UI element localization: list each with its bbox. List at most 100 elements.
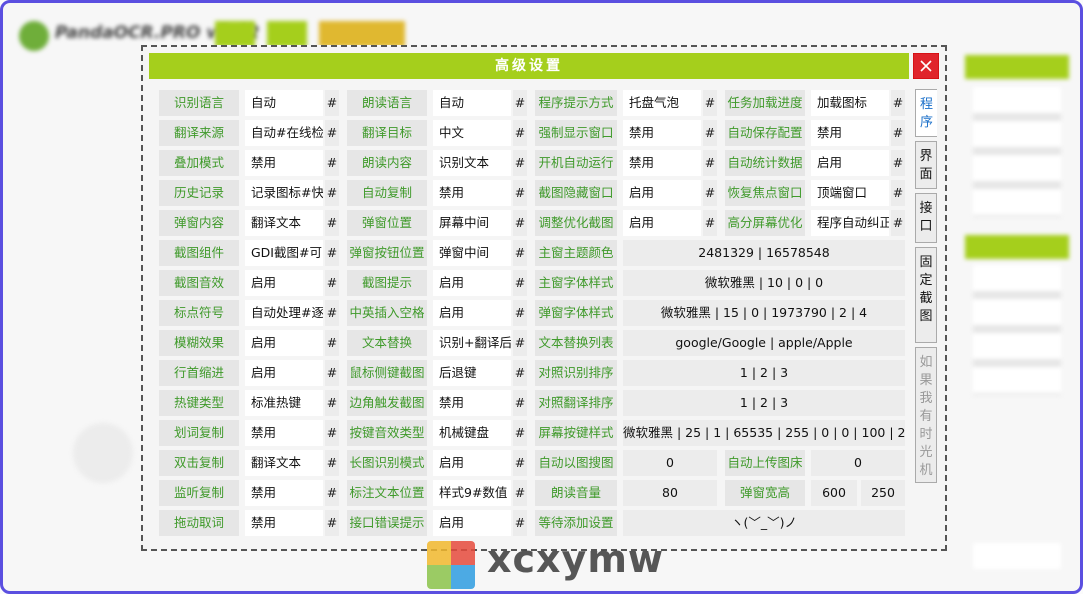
setting-edit[interactable]: #: [325, 300, 339, 326]
setting-edit[interactable]: #: [325, 180, 339, 206]
setting-value[interactable]: 禁用: [433, 180, 511, 206]
setting-edit[interactable]: #: [703, 120, 717, 146]
setting-edit[interactable]: #: [513, 210, 527, 236]
setting-value[interactable]: 80: [623, 480, 717, 506]
setting-value[interactable]: 程序自动纠正: [811, 210, 889, 236]
setting-value[interactable]: 禁用: [433, 390, 511, 416]
setting-value[interactable]: 加载图标: [811, 90, 889, 116]
setting-edit[interactable]: #: [513, 180, 527, 206]
setting-value[interactable]: 识别文本: [433, 150, 511, 176]
setting-value[interactable]: 禁用: [245, 420, 323, 446]
setting-value[interactable]: 中文: [433, 120, 511, 146]
setting-value[interactable]: 顶端窗口: [811, 180, 889, 206]
setting-edit[interactable]: #: [325, 120, 339, 146]
setting-edit[interactable]: #: [513, 150, 527, 176]
setting-edit[interactable]: #: [513, 360, 527, 386]
settings-tab[interactable]: 接口: [915, 193, 937, 243]
settings-tab[interactable]: 固定截图: [915, 247, 937, 343]
setting-value[interactable]: 启用: [245, 270, 323, 296]
setting-value[interactable]: 启用: [433, 510, 511, 536]
setting-value[interactable]: 0: [811, 450, 905, 476]
setting-value[interactable]: google/Google | apple/Apple: [623, 330, 905, 356]
setting-value[interactable]: 翻译文本: [245, 210, 323, 236]
setting-value[interactable]: 启用: [433, 450, 511, 476]
setting-value[interactable]: 翻译文本: [245, 450, 323, 476]
setting-value[interactable]: 禁用: [623, 120, 701, 146]
close-button[interactable]: [913, 53, 939, 79]
setting-edit[interactable]: #: [325, 390, 339, 416]
setting-value[interactable]: 自动处理#逐: [245, 300, 323, 326]
setting-value[interactable]: 禁用: [245, 150, 323, 176]
setting-edit[interactable]: #: [513, 420, 527, 446]
setting-edit[interactable]: #: [513, 90, 527, 116]
setting-value[interactable]: 启用: [623, 180, 701, 206]
settings-tab[interactable]: 如果我有时光机: [915, 347, 937, 483]
setting-edit[interactable]: #: [703, 150, 717, 176]
setting-value[interactable]: 2481329 | 16578548: [623, 240, 905, 266]
setting-edit[interactable]: #: [513, 510, 527, 536]
setting-value[interactable]: 识别+翻译后: [433, 330, 511, 356]
setting-value[interactable]: ヽ(﹀_﹀)ノ: [623, 510, 905, 536]
setting-value[interactable]: 托盘气泡: [623, 90, 701, 116]
setting-value[interactable]: 样式9#数值: [433, 480, 511, 506]
setting-value[interactable]: 启用: [245, 330, 323, 356]
setting-value[interactable]: 启用: [245, 360, 323, 386]
setting-value[interactable]: 微软雅黑 | 25 | 1 | 65535 | 255 | 0 | 0 | 10…: [623, 420, 905, 446]
setting-edit[interactable]: #: [513, 330, 527, 356]
setting-edit[interactable]: #: [325, 420, 339, 446]
setting-value[interactable]: 禁用: [245, 510, 323, 536]
setting-value[interactable]: 自动: [433, 90, 511, 116]
setting-edit[interactable]: #: [325, 450, 339, 476]
setting-edit[interactable]: #: [325, 270, 339, 296]
setting-value[interactable]: 记录图标#快: [245, 180, 323, 206]
setting-value[interactable]: 标准热键: [245, 390, 323, 416]
setting-edit[interactable]: #: [891, 180, 905, 206]
setting-value[interactable]: 屏幕中间: [433, 210, 511, 236]
setting-edit[interactable]: #: [325, 330, 339, 356]
setting-edit[interactable]: #: [325, 510, 339, 536]
setting-value[interactable]: 600: [811, 480, 857, 506]
setting-value[interactable]: GDI截图#可: [245, 240, 323, 266]
setting-value[interactable]: 机械键盘: [433, 420, 511, 446]
settings-tab[interactable]: 界面: [915, 141, 937, 189]
setting-edit[interactable]: #: [513, 390, 527, 416]
setting-edit[interactable]: #: [513, 480, 527, 506]
setting-value[interactable]: 禁用: [811, 120, 889, 146]
setting-value[interactable]: 0: [623, 450, 717, 476]
setting-edit[interactable]: #: [325, 480, 339, 506]
setting-edit[interactable]: #: [325, 210, 339, 236]
setting-value[interactable]: 后退键: [433, 360, 511, 386]
setting-value[interactable]: 自动#在线检: [245, 120, 323, 146]
setting-edit[interactable]: #: [891, 150, 905, 176]
setting-edit[interactable]: #: [891, 90, 905, 116]
setting-value[interactable]: 弹窗中间: [433, 240, 511, 266]
setting-value[interactable]: 启用: [623, 210, 701, 236]
setting-edit[interactable]: #: [891, 210, 905, 236]
setting-value[interactable]: 250: [861, 480, 905, 506]
setting-edit[interactable]: #: [325, 240, 339, 266]
setting-value[interactable]: 启用: [433, 300, 511, 326]
setting-edit[interactable]: #: [325, 90, 339, 116]
setting-edit[interactable]: #: [513, 120, 527, 146]
setting-value[interactable]: 1 | 2 | 3: [623, 360, 905, 386]
setting-value[interactable]: 禁用: [245, 480, 323, 506]
setting-edit[interactable]: #: [513, 240, 527, 266]
setting-edit[interactable]: #: [703, 210, 717, 236]
setting-value[interactable]: 启用: [811, 150, 889, 176]
setting-edit[interactable]: #: [325, 360, 339, 386]
setting-value[interactable]: 禁用: [623, 150, 701, 176]
setting-edit[interactable]: #: [703, 180, 717, 206]
setting-edit[interactable]: #: [703, 90, 717, 116]
settings-tab[interactable]: 程序: [915, 89, 937, 137]
setting-edit[interactable]: #: [513, 450, 527, 476]
setting-value[interactable]: 微软雅黑 | 15 | 0 | 1973790 | 2 | 4: [623, 300, 905, 326]
setting-edit[interactable]: #: [513, 270, 527, 296]
setting-edit[interactable]: #: [891, 120, 905, 146]
setting-edit[interactable]: #: [325, 150, 339, 176]
setting-value[interactable]: 1 | 2 | 3: [623, 390, 905, 416]
setting-value[interactable]: 自动: [245, 90, 323, 116]
setting-value[interactable]: 微软雅黑 | 10 | 0 | 0: [623, 270, 905, 296]
setting-value[interactable]: 启用: [433, 270, 511, 296]
setting-edit[interactable]: #: [513, 300, 527, 326]
